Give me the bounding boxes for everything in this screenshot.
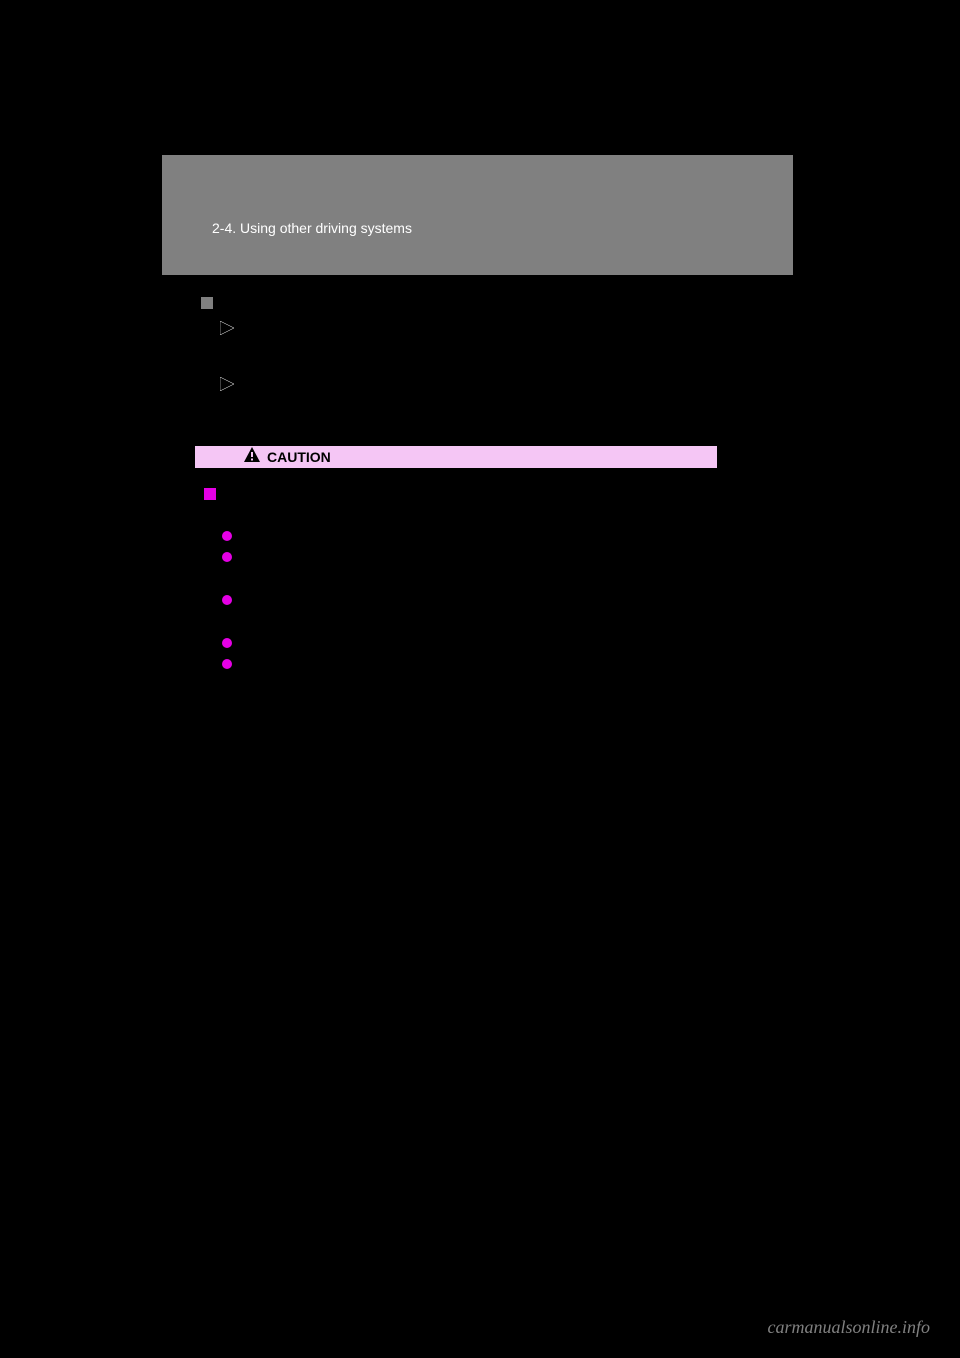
caution-box: CAUTION (194, 445, 718, 469)
arrow-marker (220, 321, 234, 340)
list-bullet (222, 638, 232, 648)
section-marker (201, 297, 213, 309)
page-header: 2-4. Using other driving systems (162, 155, 793, 275)
arrow-marker (220, 377, 234, 396)
watermark: carmanualsonline.info (768, 1317, 931, 1338)
list-bullet (222, 659, 232, 669)
list-bullet (222, 552, 232, 562)
section-bullet-square (204, 488, 216, 500)
caution-label: CAUTION (267, 449, 331, 465)
section-label: 2-4. Using other driving systems (212, 220, 412, 236)
warning-icon (243, 446, 261, 469)
list-bullet (222, 595, 232, 605)
list-bullet (222, 531, 232, 541)
